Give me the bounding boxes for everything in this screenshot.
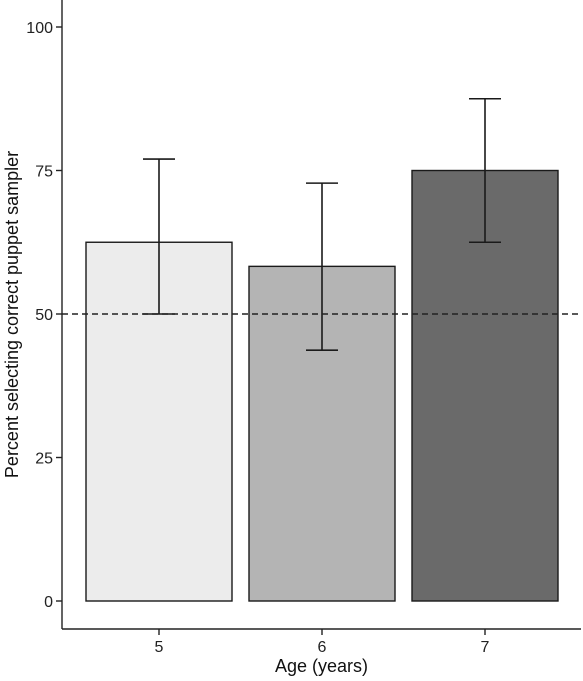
- x-tick-label: 5: [155, 639, 164, 656]
- x-tick-label: 7: [481, 639, 490, 656]
- y-tick-label: 75: [35, 164, 53, 181]
- x-axis-ticks: 5 6 7: [155, 629, 490, 656]
- y-tick-label: 25: [35, 451, 53, 468]
- y-axis-title: Percent selecting correct puppet sampler: [2, 151, 22, 478]
- y-axis-ticks: 0 25 50 75 100: [26, 20, 62, 611]
- y-tick-label: 0: [44, 594, 53, 611]
- error-bar-age-7: [469, 97, 501, 244]
- error-bars-layer: [143, 97, 501, 351]
- error-bar-age-5: [143, 158, 175, 315]
- error-bar-age-6: [306, 182, 338, 351]
- y-tick-label: 50: [35, 307, 53, 324]
- x-axis-title: Age (years): [275, 656, 368, 676]
- y-tick-label: 100: [26, 20, 53, 37]
- x-tick-label: 6: [318, 639, 327, 656]
